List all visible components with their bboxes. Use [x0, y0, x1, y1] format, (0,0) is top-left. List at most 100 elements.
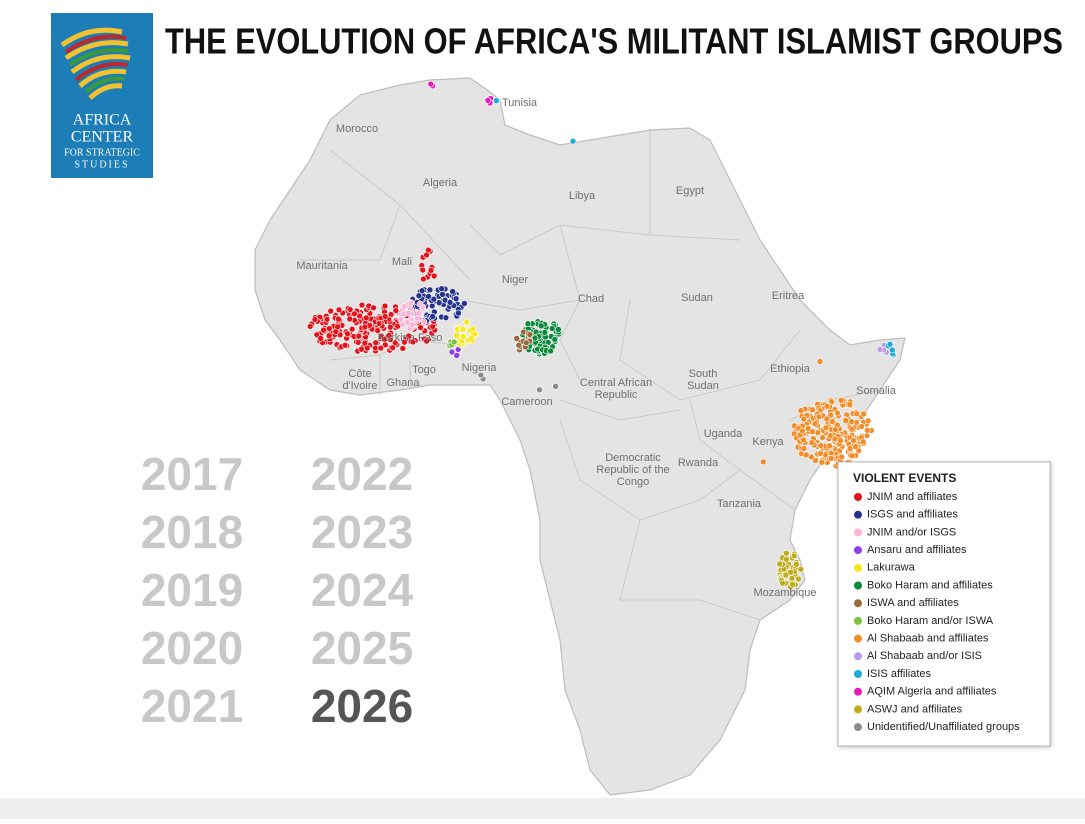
- event-dot: [430, 295, 438, 303]
- event-dot: [800, 445, 808, 452]
- country-labels: Tunisia Morocco Algeria Libya Egypt Mauritani…: [296, 97, 896, 599]
- event-dot: [800, 436, 807, 444]
- event-dot: [459, 326, 467, 333]
- event-dot: [832, 426, 839, 433]
- country-label: Mali: [392, 256, 412, 268]
- country-label: Tunisia: [502, 97, 538, 109]
- country-label: Cameroon: [501, 396, 552, 408]
- event-dot: [795, 575, 802, 583]
- event-dot: [817, 442, 825, 449]
- event-dot: [415, 309, 422, 317]
- event-dot: [461, 300, 468, 307]
- event-dot: [377, 344, 385, 352]
- country-label: Egypt: [676, 185, 704, 197]
- legend-label: Boko Haram and affiliates: [867, 579, 993, 591]
- event-dot: [448, 348, 456, 356]
- legend-swatch: [854, 705, 862, 714]
- event-dot: [427, 267, 435, 274]
- country-label: Uganda: [704, 428, 743, 440]
- legend-label: Boko Haram and/or ISWA: [867, 615, 994, 627]
- event-dot: [889, 346, 896, 354]
- legend-label: ISWA and affiliates: [867, 597, 959, 609]
- event-dot: [429, 313, 436, 320]
- legend-label: Unidentified/Unaffiliated groups: [867, 721, 1020, 733]
- event-dot: [838, 453, 846, 461]
- event-dot: [442, 314, 450, 321]
- legend-swatch: [854, 510, 862, 519]
- event-dot: [306, 323, 314, 330]
- event-dot: [842, 417, 850, 424]
- year-selector: 2017 2018 2019 2020 2021 2022 2023 2024 2025 2026: [141, 448, 414, 732]
- event-dot: [449, 288, 456, 295]
- country-label: Eritrea: [772, 290, 805, 302]
- event-dot: [438, 285, 445, 292]
- legend-label: Lakurawa: [867, 562, 916, 574]
- year-label: 2025: [311, 622, 413, 674]
- event-dot: [834, 409, 841, 417]
- event-dot: [802, 451, 810, 459]
- event-dot: [827, 411, 835, 419]
- event-dot: [453, 332, 460, 339]
- event-dot: [793, 561, 800, 568]
- event-dot: [323, 315, 331, 323]
- event-dot: [418, 287, 426, 295]
- title: THE EVOLUTION OF AFRICA'S MILITANT ISLAM…: [165, 21, 1063, 62]
- event-dot: [375, 320, 383, 327]
- event-dot: [787, 568, 795, 576]
- country-label: Morocco: [336, 123, 378, 135]
- country-label: Tanzania: [717, 498, 762, 510]
- event-dot: [797, 407, 805, 414]
- event-dot: [346, 306, 354, 313]
- event-dot: [417, 324, 424, 331]
- event-dot: [389, 344, 397, 351]
- country-label: Ethiopia: [770, 363, 811, 375]
- year-label: 2024: [311, 564, 414, 616]
- event-dot: [837, 397, 845, 404]
- country-label: Nigeria: [462, 362, 498, 374]
- legend-swatch: [854, 599, 862, 608]
- event-dot: [453, 352, 460, 359]
- event-dot: [420, 275, 427, 283]
- event-dot: [782, 571, 790, 579]
- event-dot: [358, 301, 366, 309]
- event-dot: [826, 442, 833, 450]
- event-dot: [837, 437, 844, 444]
- event-dot: [548, 325, 556, 332]
- legend-label: JNIM and affiliates: [867, 491, 958, 503]
- event-dot: [831, 435, 839, 443]
- event-dot: [419, 266, 427, 274]
- event-dot: [477, 371, 485, 379]
- event-dot: [423, 251, 430, 259]
- event-dot: [409, 338, 417, 346]
- year-label: 2020: [141, 622, 243, 674]
- legend-swatch: [854, 493, 862, 501]
- event-dot: [860, 410, 867, 418]
- event-dot: [374, 327, 381, 334]
- legend-label: ISGS and affiliates: [867, 509, 958, 521]
- event-dot: [361, 323, 369, 331]
- event-dot: [876, 346, 884, 353]
- event-dot: [381, 302, 389, 310]
- event-dot: [783, 549, 790, 557]
- event-dot: [407, 299, 415, 307]
- event-dot: [555, 326, 562, 333]
- country-label: Central African Republic: [580, 377, 652, 401]
- event-dot: [551, 336, 559, 343]
- event-dot: [809, 406, 816, 414]
- map: [254, 77, 906, 796]
- country-label: Algeria: [423, 177, 458, 189]
- event-dot: [852, 443, 859, 450]
- event-dot: [789, 581, 796, 588]
- event-dot: [401, 303, 408, 310]
- year-label: 2018: [141, 506, 243, 558]
- event-dot: [846, 445, 854, 452]
- legend-label: Al Shabaab and/or ISIS: [867, 650, 982, 662]
- event-dot: [426, 286, 434, 294]
- event-dot: [818, 458, 826, 466]
- event-dot: [325, 332, 333, 340]
- event-dot: [790, 552, 798, 560]
- event-dot: [348, 325, 356, 333]
- event-dot: [759, 458, 767, 466]
- legend-label: ASWJ and affiliates: [867, 703, 963, 715]
- logo-text: AFRICA: [73, 112, 132, 129]
